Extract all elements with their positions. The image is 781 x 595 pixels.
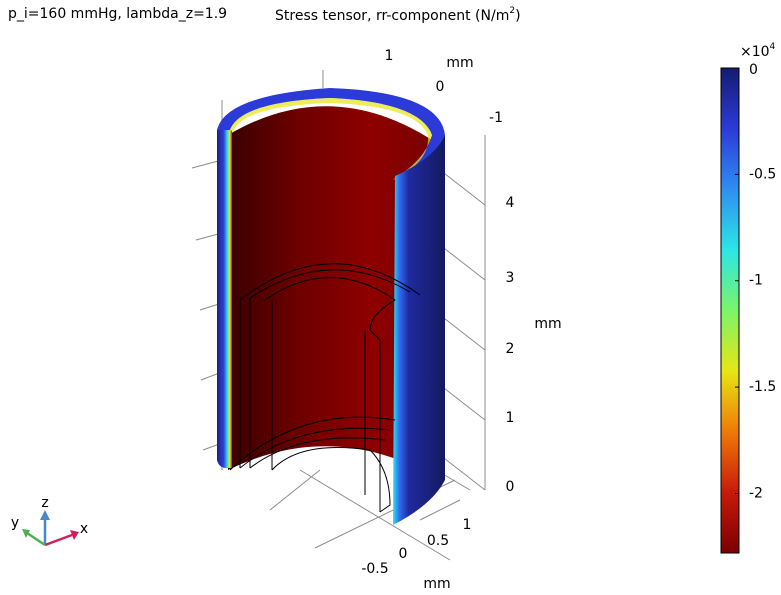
colorbar-multiplier: ×104: [740, 42, 776, 61]
y-axis-unit: mm: [423, 576, 450, 592]
plot-label: p_i=160 mmHg, lambda_z=1.9: [8, 6, 227, 22]
x-axis-unit: mm: [446, 55, 473, 71]
colorbar-scale: [721, 68, 739, 553]
colorbar-tick-label: -1.5: [749, 379, 776, 395]
figure: p_i=160 mmHg, lambda_z=1.9 Stress tensor…: [0, 0, 781, 595]
z-tick-label: 0: [506, 479, 515, 495]
triad-z: z: [41, 495, 48, 511]
colorbar-tick-label: 0: [749, 62, 758, 78]
y-tick-label: -0.5: [361, 561, 388, 577]
triad-x: x: [80, 521, 88, 537]
colorbar: ×104 0 -0.5 -1 -1.5 -2: [721, 42, 776, 554]
z-tick-label: 3: [506, 270, 515, 286]
colorbar-tick-label: -2: [749, 485, 763, 501]
x-tick-label: 0: [436, 79, 445, 95]
axis-triad: z x y: [11, 495, 88, 545]
y-tick-label: 1: [463, 517, 472, 533]
z-axis-unit: mm: [534, 316, 561, 332]
z-tick-label: 4: [506, 195, 515, 211]
plot-title: Stress tensor, rr-component (N/m2): [275, 6, 521, 25]
colorbar-tick-label: -1: [749, 273, 763, 289]
z-tick-label: 1: [506, 410, 515, 426]
y-tick-label: 0.5: [427, 533, 449, 549]
y-tick-label: 0: [399, 546, 408, 562]
z-tick-label: 2: [506, 341, 515, 357]
x-tick-label: 1: [385, 48, 394, 64]
x-tick-label: -1: [489, 110, 503, 126]
colorbar-tick-label: -0.5: [749, 166, 776, 182]
triad-y: y: [11, 515, 19, 531]
